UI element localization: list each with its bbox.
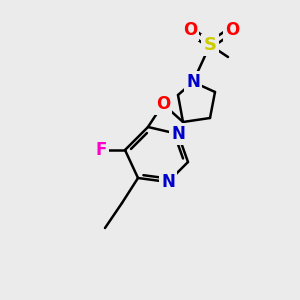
Text: O: O (156, 95, 170, 113)
Text: S: S (203, 36, 217, 54)
Text: N: N (186, 73, 200, 91)
Text: N: N (171, 125, 185, 143)
Text: F: F (95, 141, 107, 159)
Text: N: N (161, 173, 175, 191)
Text: O: O (225, 21, 239, 39)
Text: O: O (183, 21, 197, 39)
